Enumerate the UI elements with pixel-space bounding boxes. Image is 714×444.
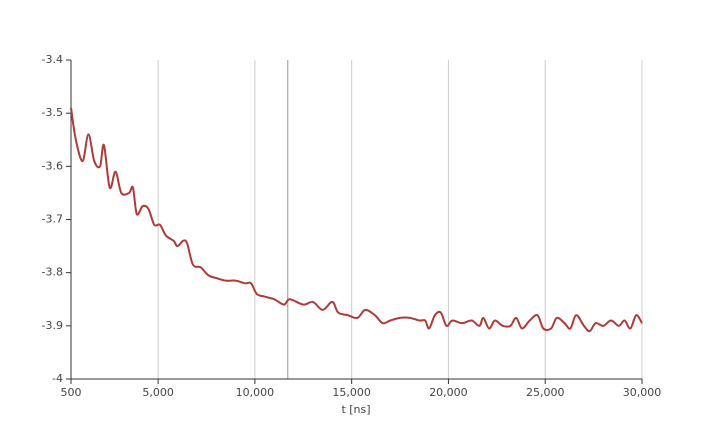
x-tick-label: 5,000 [142,386,174,399]
x-tick-label: 20,000 [429,386,468,399]
y-tick-label: -3.5 [42,106,63,119]
y-tick-label: -4 [52,372,63,385]
x-tick-label: 10,000 [236,386,275,399]
y-tick-label: -3.7 [42,213,63,226]
line [70,107,643,333]
y-tick-label: -3.4 [42,53,63,66]
x-tick-label: 30,000 [623,386,662,399]
y-tick-label: -3.9 [42,319,63,332]
y-tick-label: -3.8 [42,266,63,279]
x-tick-label: 500 [61,386,82,399]
x-axis-label: t [ns] [341,403,370,416]
x-tick-label: 15,000 [332,386,371,399]
y-tick-label: -3.6 [42,159,63,172]
x-tick-label: 25,000 [526,386,565,399]
